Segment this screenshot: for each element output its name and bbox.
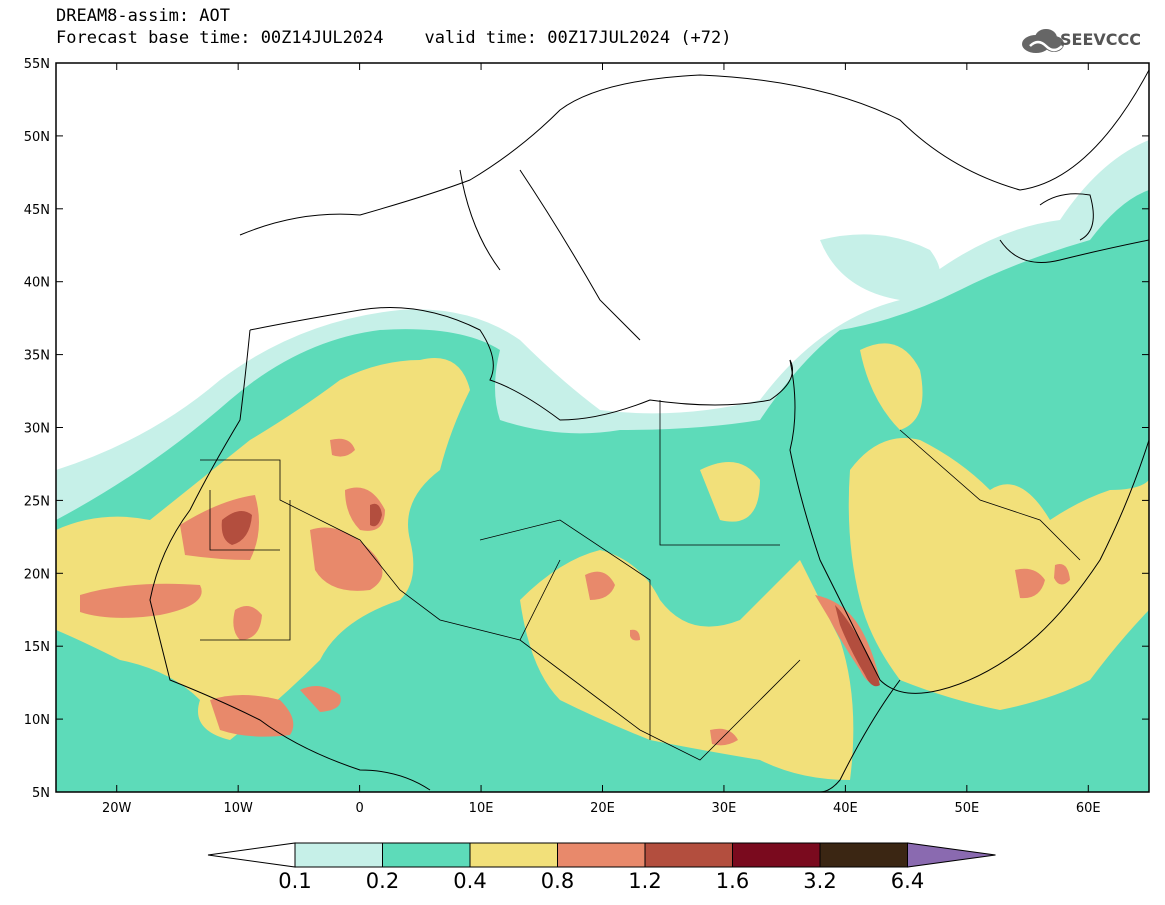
- colorbar-swatch: [732, 842, 821, 868]
- coastlines: [149, 69, 1149, 792]
- lat-label: 55N: [24, 57, 50, 72]
- lon-label: 40E: [833, 801, 858, 816]
- lon-label: 20E: [590, 801, 615, 816]
- lon-label: 10E: [469, 801, 494, 816]
- colorbar-swatch: [469, 842, 558, 868]
- colorbar-swatch: [819, 842, 908, 868]
- lon-label: 0: [355, 801, 363, 816]
- lat-label: 5N: [32, 786, 50, 801]
- colorbar-swatch: [557, 842, 646, 868]
- lat-label: 15N: [24, 640, 50, 655]
- aot-band-0.4: [56, 343, 1149, 780]
- map-subtitle: Forecast base time: 00Z14JUL2024 valid t…: [56, 28, 732, 48]
- colorbar-swatch: [294, 842, 383, 868]
- colorbar: [207, 842, 996, 868]
- lat-label: 45N: [24, 203, 50, 218]
- map-title: DREAM8-assim: AOT: [56, 6, 230, 26]
- borders: [200, 400, 1081, 761]
- seevccc-logo: SEEVCCC: [1060, 30, 1141, 49]
- lat-label: 10N: [24, 713, 50, 728]
- colorbar-swatch: [382, 842, 471, 868]
- lat-label: 35N: [24, 349, 50, 364]
- aot-field: [56, 63, 1149, 792]
- axis-ticks: [56, 62, 1149, 793]
- aot-band-1.2: [221, 503, 880, 687]
- lon-label: 10W: [223, 801, 253, 816]
- colorbar-labels: 0.1 0.2 0.4 0.8 1.2 1.6 3.2 6.4: [278, 869, 924, 893]
- cloud-icon: [1022, 29, 1064, 53]
- lon-label: 50E: [954, 801, 979, 816]
- colorbar-label: 0.2: [366, 869, 399, 893]
- colorbar-max-arrow: [907, 842, 996, 868]
- lat-label: 25N: [24, 494, 50, 509]
- colorbar-label: 0.8: [541, 869, 574, 893]
- lon-label: 30E: [712, 801, 737, 816]
- latitude-labels: 55N 50N 45N 40N 35N 30N 25N 20N 15N 10N 5N: [24, 57, 50, 801]
- lon-label: 20W: [102, 801, 132, 816]
- lat-label: 30N: [24, 422, 50, 437]
- colorbar-swatch: [644, 842, 733, 868]
- colorbar-min-arrow: [207, 842, 296, 868]
- colorbar-label: 0.4: [453, 869, 486, 893]
- lat-label: 40N: [24, 276, 50, 291]
- colorbar-label: 1.6: [716, 869, 749, 893]
- longitude-labels: 20W 10W 0 10E 20E 30E 40E 50E 60E: [102, 801, 1101, 816]
- lat-label: 50N: [24, 130, 50, 145]
- colorbar-label: 6.4: [891, 869, 924, 893]
- lat-label: 20N: [24, 567, 50, 582]
- colorbar-label: 0.1: [278, 869, 311, 893]
- colorbar-label: 1.2: [628, 869, 661, 893]
- colorbar-label: 3.2: [803, 869, 836, 893]
- lon-label: 60E: [1076, 801, 1101, 816]
